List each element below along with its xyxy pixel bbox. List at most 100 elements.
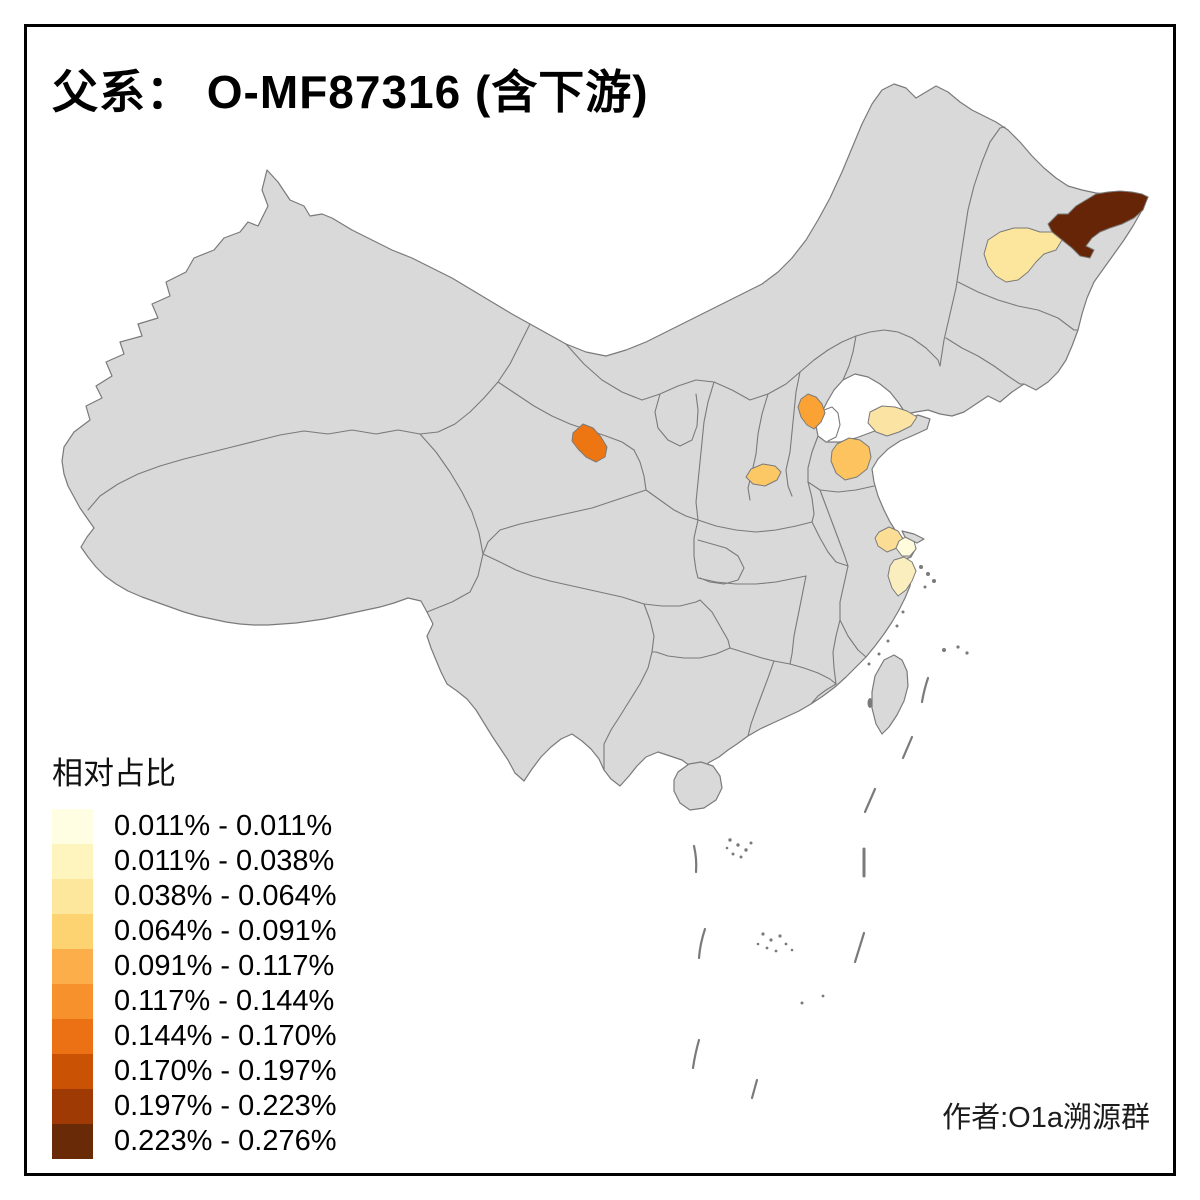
legend-color-swatch [52, 809, 93, 844]
island-dot [739, 855, 743, 859]
island-dot [756, 942, 760, 946]
island-dot [886, 639, 890, 643]
island-dot [965, 651, 969, 655]
legend-color-swatch [52, 984, 93, 1019]
island-dot [932, 579, 936, 583]
legend-color-swatch [52, 844, 93, 879]
hainan-island [673, 761, 723, 811]
legend-color-swatch [52, 1019, 93, 1054]
region-qinghai-east [571, 423, 608, 463]
island-dot [895, 624, 899, 628]
boundary-dash [691, 1038, 701, 1070]
border-yunnan-east [603, 603, 655, 771]
border-hebei-shanxi [785, 371, 801, 497]
island-dot [778, 934, 782, 938]
region-shandong-central [830, 437, 872, 481]
map-legend: 相对占比 0.011% - 0.011% 0.011% - 0.038% 0.0… [52, 748, 336, 1159]
region-henan-north [745, 463, 782, 487]
border-jiangsu-anhui [819, 489, 849, 567]
island-dot [901, 610, 905, 614]
border-tibet-east [419, 433, 484, 613]
penghu-islands [867, 698, 873, 708]
border-henan-south [697, 519, 813, 533]
border-qinghai-east [633, 449, 647, 491]
island-dot [749, 841, 753, 845]
island-dot [926, 572, 930, 576]
border-liaoning-hebei [842, 335, 857, 381]
border-qinghai-north [497, 381, 635, 451]
page-title: 父系： O-MF87316 (含下游) [52, 66, 649, 118]
legend-range-label: 0.011% - 0.038% [114, 845, 335, 877]
legend-row: 0.038% - 0.064% [52, 879, 336, 914]
border-khingan [939, 126, 1006, 367]
sea-boundary-dashes [691, 676, 930, 1100]
region-beijing-area [797, 393, 826, 430]
border-gansu-tail [645, 489, 699, 521]
border-xinjiang-east [419, 323, 531, 435]
island-dot [942, 648, 946, 652]
legend-color-swatch [52, 949, 93, 984]
island-dot [761, 932, 765, 936]
boundary-dash [692, 844, 698, 874]
region-zhejiang-north [887, 556, 917, 597]
border-tianjin [823, 406, 841, 442]
boundary-dash [920, 676, 930, 704]
boundary-dash [901, 735, 914, 760]
legend-range-label: 0.223% - 0.276% [114, 1125, 337, 1157]
island-dot [821, 994, 825, 998]
author-credit: 作者:O1a溯源群 [942, 1102, 1150, 1134]
legend-color-swatch [52, 1124, 93, 1159]
province-boundaries [87, 126, 1079, 771]
legend-range-label: 0.197% - 0.223% [114, 1090, 337, 1122]
border-anhui-yangtze [811, 521, 849, 567]
island-dot [744, 848, 748, 852]
island-dot [736, 843, 740, 847]
island-dot [725, 846, 729, 850]
legend-range-label: 0.011% - 0.011% [114, 810, 333, 842]
island-dot [731, 852, 735, 856]
boundary-dash [697, 927, 707, 960]
mainland-outline [61, 83, 1149, 798]
legend-color-swatch [52, 914, 93, 949]
island-dot [867, 662, 871, 666]
island-dot [956, 645, 960, 649]
chongming-island [901, 530, 925, 544]
island-dot [923, 585, 927, 589]
region-shandong-peninsula [867, 405, 918, 437]
island-dot [784, 942, 788, 946]
border-qinghai-south [482, 489, 647, 555]
border-hubei-west [693, 519, 699, 579]
legend-color-swatch [52, 1054, 93, 1089]
region-northeast-central [983, 227, 1063, 283]
island-dot [728, 838, 732, 842]
border-guizhou [643, 599, 731, 659]
legend-range-label: 0.170% - 0.197% [114, 1055, 337, 1087]
legend-row: 0.091% - 0.117% [52, 949, 336, 984]
legend-row: 0.011% - 0.011% [52, 809, 336, 844]
border-heilongjiang-jilin [957, 281, 1079, 331]
border-guangxi-north [729, 647, 837, 685]
legend-row: 0.117% - 0.144% [52, 984, 336, 1019]
legend-row: 0.197% - 0.223% [52, 1089, 336, 1124]
region-northeast-far-east [1047, 190, 1149, 259]
legend-row: 0.011% - 0.038% [52, 844, 336, 879]
border-hubei-south [697, 575, 807, 585]
island-dot [769, 938, 773, 942]
island-dot [765, 946, 769, 950]
legend-row: 0.170% - 0.197% [52, 1054, 336, 1089]
legend-range-label: 0.144% - 0.170% [114, 1020, 337, 1052]
legend-row: 0.144% - 0.170% [52, 1019, 336, 1054]
border-xinjiang-south [87, 429, 421, 511]
border-shandong-west [807, 435, 875, 493]
legend-row: 0.064% - 0.091% [52, 914, 336, 949]
border-guangdong-fujian [810, 683, 837, 705]
legend-title: 相对占比 [52, 756, 176, 791]
legend-range-label: 0.064% - 0.091% [114, 915, 337, 947]
border-jiangxi-fujian [832, 619, 841, 685]
legend-rows: 0.011% - 0.011% 0.011% - 0.038% 0.038% -… [52, 809, 336, 1159]
border-shanxi-shaanxi [747, 393, 769, 501]
border-chongqing [697, 539, 745, 585]
legend-color-swatch [52, 1089, 93, 1124]
border-jilin-liaoning [945, 337, 1025, 385]
